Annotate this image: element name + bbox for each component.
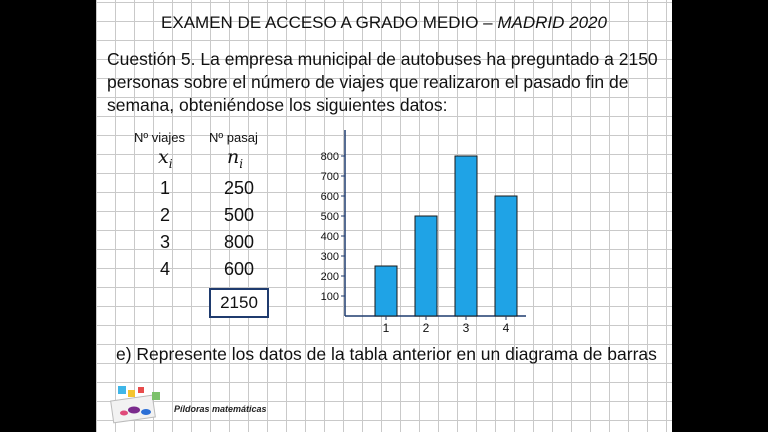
col-header-pasajeros: Nº pasaj	[209, 130, 258, 145]
bar-chart: 100 200 300 400 500 600 700 800 1 2 3 4	[321, 130, 526, 335]
table-cell-n4: 600	[223, 259, 255, 279]
brand-label: Píldoras matemáticas	[174, 404, 267, 414]
col-symbol-x: xi	[158, 146, 173, 171]
n-subscript: i	[239, 156, 244, 171]
x-symbol: x	[158, 146, 169, 168]
table-cell-x1: 1	[159, 178, 170, 198]
table-cell-x2: 2	[159, 205, 170, 225]
bar-2	[414, 215, 438, 317]
y-tick-label: 300	[321, 251, 339, 263]
bar-3	[454, 155, 478, 317]
y-tick-label: 400	[321, 231, 339, 243]
table-cell-n3: 800	[223, 232, 255, 252]
col-header-viajes: Nº viajes	[134, 130, 185, 145]
exam-title-main: EXAMEN DE ACCESO A GRADO MEDIO –	[161, 13, 493, 32]
bar-4	[494, 195, 518, 317]
x-tick-label: 4	[503, 321, 510, 335]
col-symbol-n: ni	[227, 146, 243, 171]
y-tick-label: 800	[321, 151, 339, 163]
bar-1	[374, 265, 398, 317]
table-cell-n2: 500	[223, 205, 255, 225]
exam-sheet: EXAMEN DE ACCESO A GRADO MEDIO – MADRID …	[96, 0, 672, 432]
part-e-text: e) Represente los datos de la tabla ante…	[116, 344, 657, 364]
x-subscript: i	[168, 156, 173, 171]
y-tick-label: 100	[321, 291, 339, 303]
table-cell-x3: 3	[159, 232, 170, 252]
table-cell-x4: 4	[159, 259, 170, 279]
n-symbol: n	[227, 146, 240, 168]
exam-title-italic: MADRID 2020	[497, 13, 607, 32]
question-text: Cuestión 5. La empresa municipal de auto…	[107, 49, 658, 115]
y-tick-label: 600	[321, 191, 339, 203]
total-box: 2150	[209, 288, 269, 318]
y-tick-label: 700	[321, 171, 339, 183]
y-tick-label: 200	[321, 271, 339, 283]
table-cell-n1: 250	[223, 178, 255, 198]
x-tick-label: 2	[423, 321, 430, 335]
x-tick-label: 3	[463, 321, 470, 335]
pildoras-logo-icon	[110, 386, 160, 424]
y-tick-label: 500	[321, 211, 339, 223]
exam-title: EXAMEN DE ACCESO A GRADO MEDIO – MADRID …	[96, 13, 672, 33]
x-tick-label: 1	[383, 321, 390, 335]
